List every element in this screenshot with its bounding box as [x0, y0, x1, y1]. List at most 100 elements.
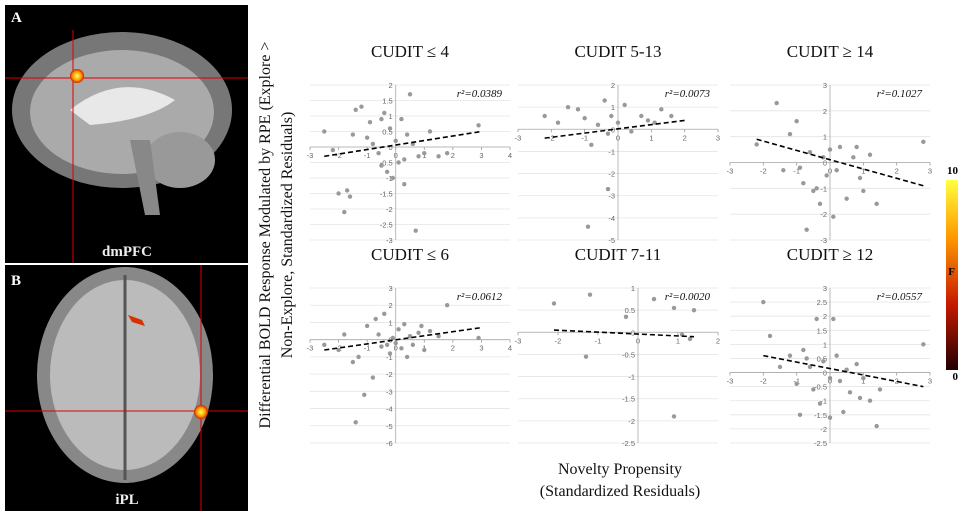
point	[374, 317, 378, 321]
chart-title: CUDIT ≥ 14	[787, 42, 874, 61]
point	[868, 399, 872, 403]
point	[428, 329, 432, 333]
point	[646, 118, 650, 122]
y-tick-label: 2	[823, 107, 827, 116]
y-tick-label: -4	[386, 405, 393, 414]
point	[379, 163, 383, 167]
point	[659, 107, 663, 111]
y-tick-label: 2	[389, 81, 393, 90]
x-tick-label: -2	[760, 377, 767, 386]
x-tick-label: -1	[581, 133, 588, 142]
colorbar-tick-label: 0	[953, 371, 958, 383]
x-tick-label: -3	[307, 151, 314, 160]
y-tick-label: -1	[628, 373, 635, 382]
point	[368, 120, 372, 124]
point	[652, 297, 656, 301]
point	[542, 114, 546, 118]
x-tick-label: 3	[928, 167, 932, 176]
y-axis-label: Differential BOLD Response Modulated by …	[257, 42, 274, 429]
x-tick-label: 2	[451, 344, 455, 353]
point	[774, 101, 778, 105]
annotation: r²=0.1027	[877, 88, 923, 100]
y-tick-label: 2.5	[817, 298, 827, 307]
point	[476, 336, 480, 340]
panel-label: iPL	[115, 492, 138, 508]
point	[602, 98, 606, 102]
activation	[70, 69, 84, 83]
scatter-chart: CUDIT 5-13210-1-2-3-4-5-3-2-10123r²=0.00…	[515, 42, 720, 245]
point	[552, 301, 556, 305]
y-tick-label: -2	[820, 210, 827, 219]
y-tick-label: 1	[823, 133, 827, 142]
point	[588, 292, 592, 296]
colorbar-title: F	[948, 266, 955, 278]
point	[351, 132, 355, 136]
x-tick-label: 1	[676, 336, 680, 345]
point	[402, 182, 406, 186]
point	[858, 176, 862, 180]
point	[921, 342, 925, 346]
point	[391, 336, 395, 340]
x-tick-label: -3	[515, 336, 522, 345]
point	[609, 114, 613, 118]
y-tick-label: -1.5	[380, 190, 393, 199]
point	[436, 154, 440, 158]
point	[868, 153, 872, 157]
point	[445, 151, 449, 155]
point	[854, 362, 858, 366]
point	[838, 145, 842, 149]
point	[388, 126, 392, 130]
annotation: r²=0.0020	[665, 291, 711, 303]
point	[388, 351, 392, 355]
y-tick-label: 0	[631, 328, 635, 337]
point	[402, 322, 406, 326]
point	[606, 187, 610, 191]
point	[376, 332, 380, 336]
point	[624, 315, 628, 319]
panel-letter: A	[11, 10, 22, 26]
point	[851, 155, 855, 159]
y-tick-label: 2	[823, 312, 827, 321]
x-tick-label: 2	[895, 167, 899, 176]
panel-label: dmPFC	[102, 244, 152, 260]
x-tick-label: 1	[649, 133, 653, 142]
point	[838, 379, 842, 383]
point	[445, 303, 449, 307]
point	[345, 188, 349, 192]
x-tick-label: 2	[716, 336, 720, 345]
y-axis-label: Non-Explore, Standardized Residuals)	[279, 112, 296, 359]
point	[391, 176, 395, 180]
point	[811, 387, 815, 391]
y-tick-label: -3	[386, 387, 393, 396]
point	[798, 413, 802, 417]
x-tick-label: -2	[335, 151, 342, 160]
x-tick-label: -3	[515, 133, 522, 142]
point	[818, 202, 822, 206]
point	[828, 376, 832, 380]
cerebellum	[145, 132, 215, 188]
point	[331, 148, 335, 152]
point	[788, 132, 792, 136]
y-tick-label: 3	[823, 284, 827, 293]
y-tick-label: 3	[389, 284, 393, 293]
point	[804, 227, 808, 231]
point	[874, 424, 878, 428]
y-tick-label: 3	[823, 81, 827, 90]
y-tick-label: 1	[611, 103, 615, 112]
chart-title: CUDIT ≥ 12	[787, 245, 873, 264]
point	[814, 186, 818, 190]
y-tick-label: -3	[608, 192, 615, 201]
trend-line	[763, 356, 923, 387]
y-tick-label: -6	[386, 439, 393, 448]
x-tick-label: -2	[760, 167, 767, 176]
point	[359, 105, 363, 109]
point	[844, 196, 848, 200]
y-tick-label: 1	[631, 284, 635, 293]
point	[692, 308, 696, 312]
point	[828, 415, 832, 419]
point	[821, 359, 825, 363]
y-tick-label: 1.5	[382, 97, 392, 106]
point	[798, 165, 802, 169]
point	[831, 317, 835, 321]
y-tick-label: -1	[608, 147, 615, 156]
